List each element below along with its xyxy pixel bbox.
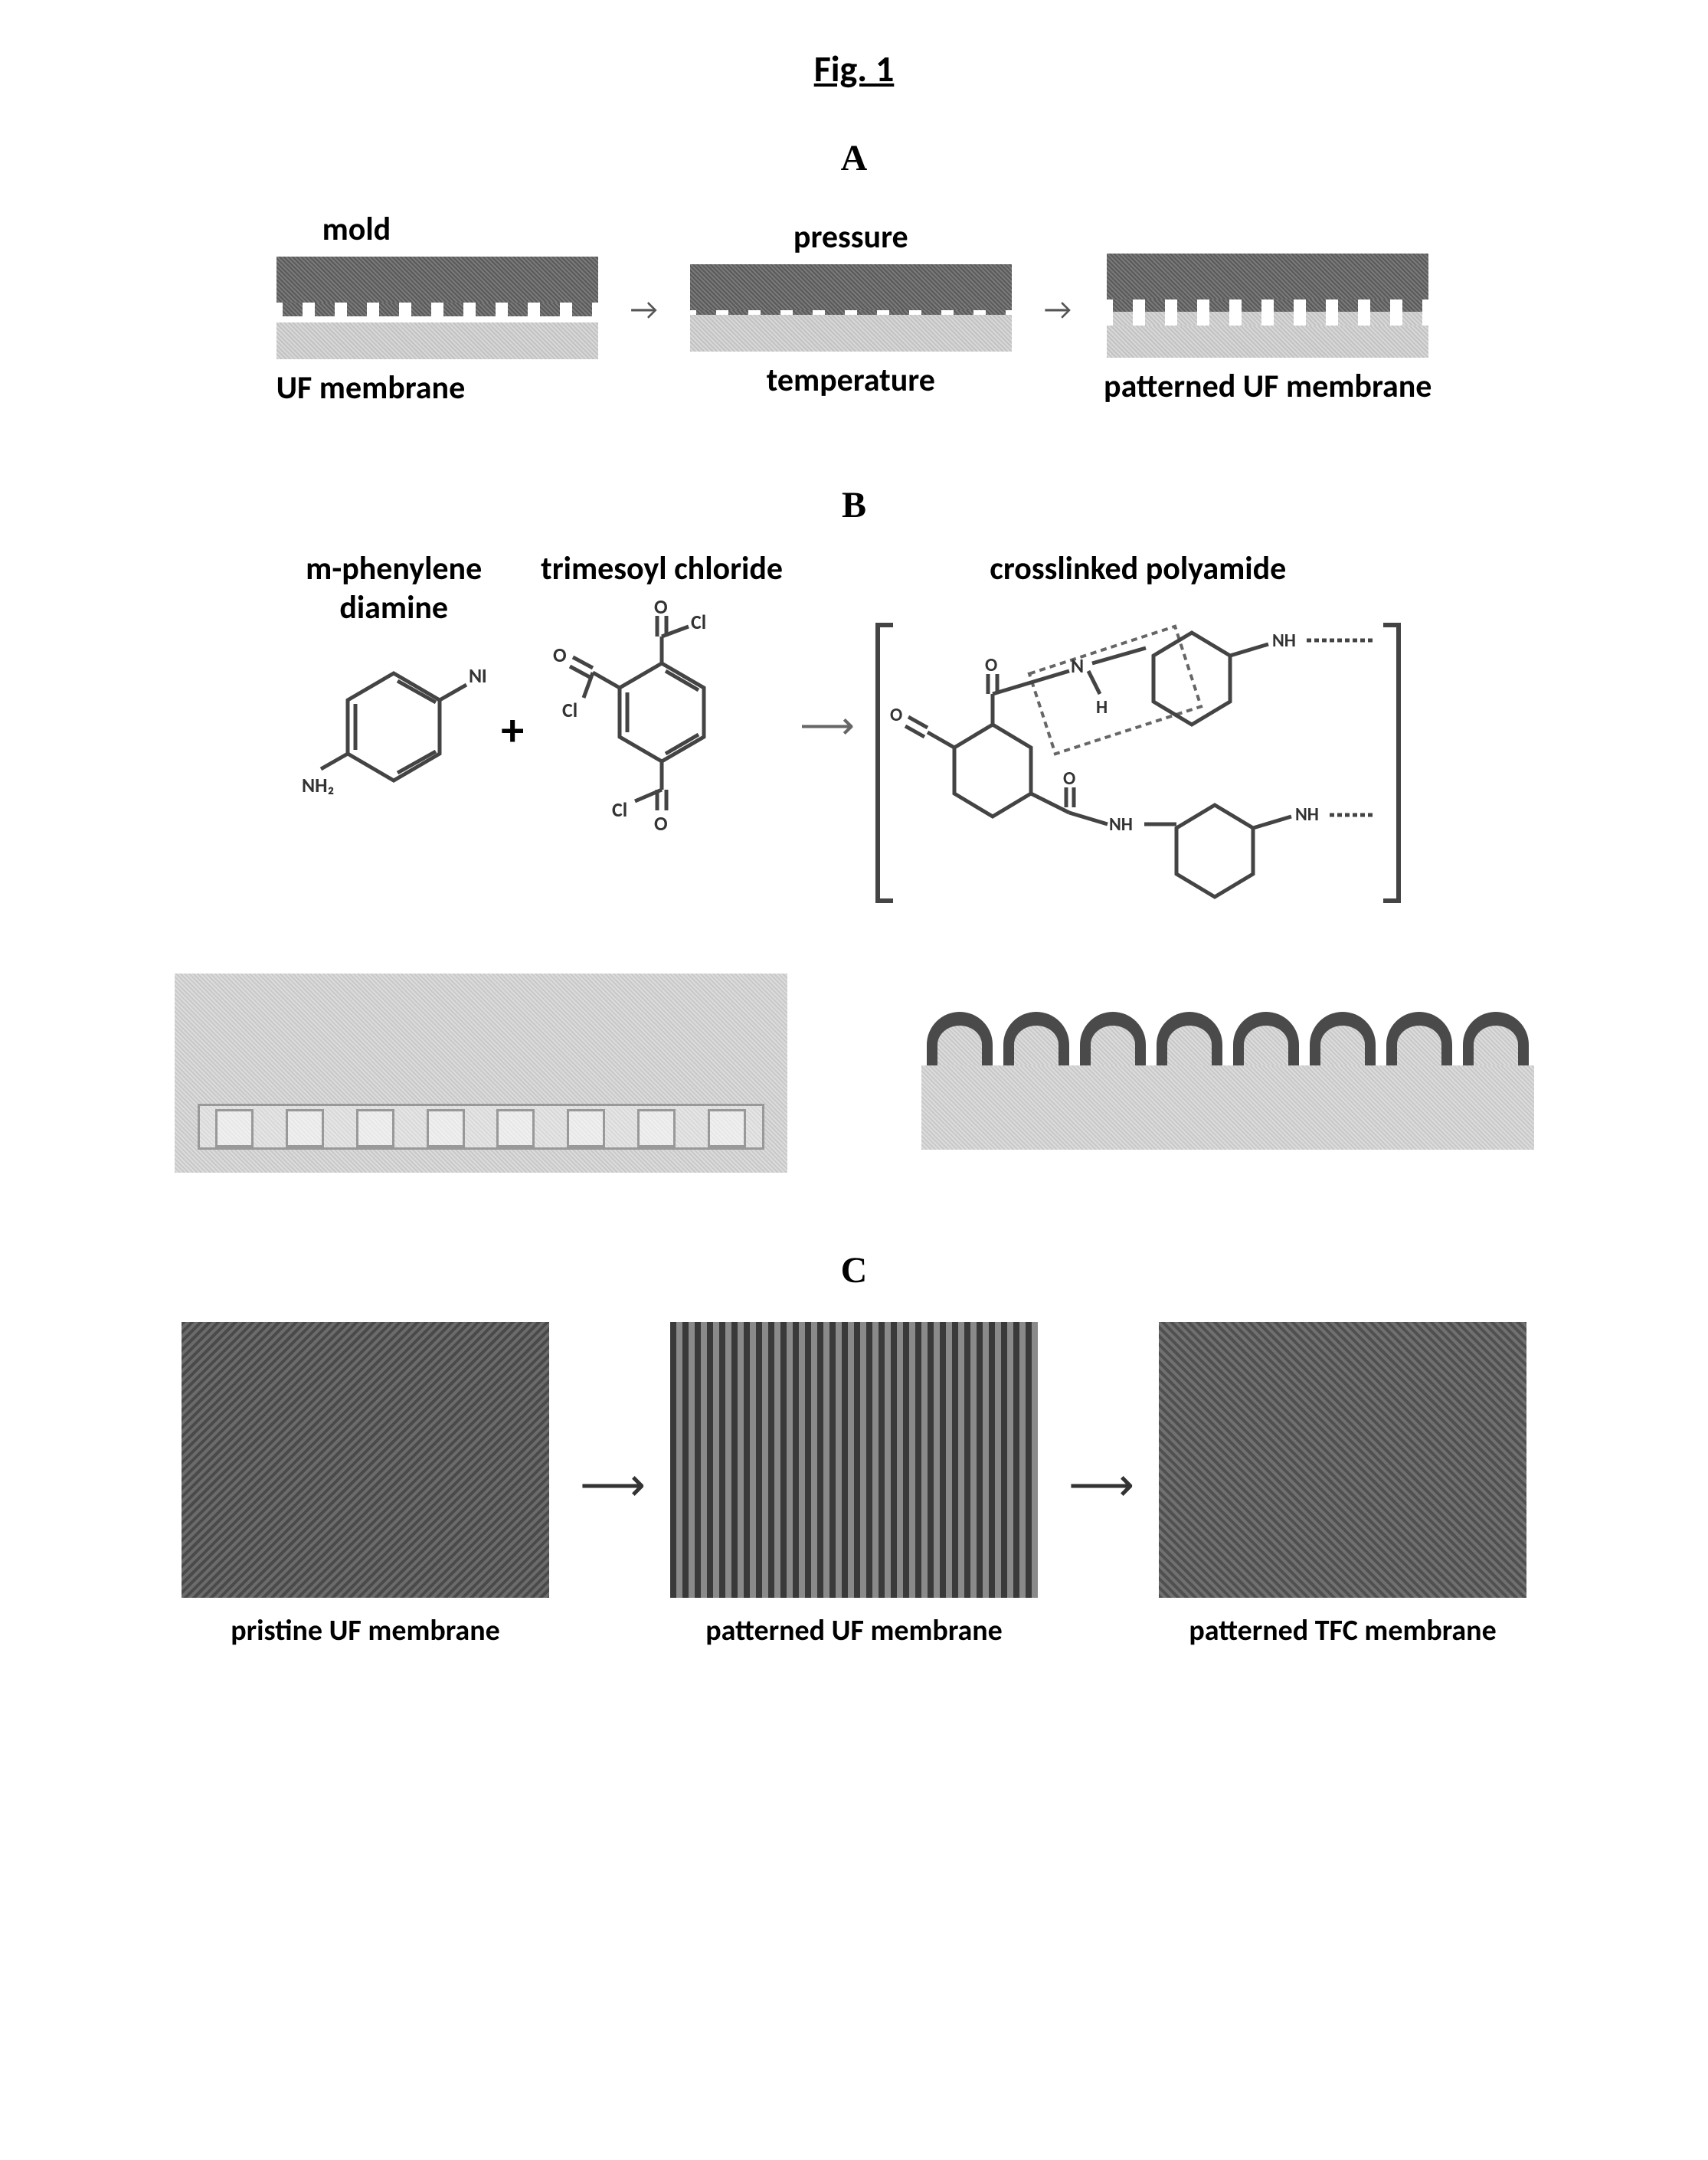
svg-text:O: O <box>654 811 668 836</box>
svg-text:H: H <box>1096 696 1108 718</box>
svg-text:Cl: Cl <box>691 610 706 634</box>
panel-a-stage3: patterned UF membrane <box>1104 211 1432 406</box>
svg-text:O: O <box>654 594 668 619</box>
tmc-label: trimesoyl chloride <box>539 549 784 588</box>
svg-text:NH: NH <box>1109 813 1133 836</box>
polyamide-structure-icon: O O N H NH <box>870 594 1406 916</box>
svg-text:NH: NH <box>1272 630 1296 652</box>
patterned-tfc-sample <box>1159 1322 1526 1598</box>
arrow-icon: ⟶ <box>580 1458 640 1514</box>
panel-b-membranes <box>61 974 1647 1173</box>
mpd-label-1: m-phenylene <box>302 549 486 588</box>
template-slots <box>198 1104 764 1150</box>
figure-title: Fig. 1 <box>61 46 1647 91</box>
svg-text:NH₂: NH₂ <box>302 773 334 797</box>
tmc-column: trimesoyl chloride O Cl O Cl <box>539 549 784 843</box>
uf-flat <box>276 322 598 359</box>
panel-a-label: A <box>61 137 1647 179</box>
uf-patterned-teeth <box>1107 312 1428 326</box>
uf-pressed <box>690 315 1012 352</box>
panel-a: A mold UF membrane → pressure <box>61 137 1647 407</box>
polyamide-label: crosslinked polyamide <box>870 549 1406 588</box>
patterned-uf-sample <box>670 1322 1038 1598</box>
arrow-icon: ⟶ <box>800 702 855 749</box>
panel-b-label: B <box>61 484 1647 526</box>
mpd-soaked-template <box>175 974 787 1173</box>
plus-icon: + <box>501 702 524 758</box>
coated-membrane <box>921 997 1534 1150</box>
patterned-tfc-column: patterned TFC membrane <box>1159 1322 1526 1648</box>
svg-text:NH: NH <box>1295 803 1319 826</box>
svg-text:O: O <box>985 654 997 676</box>
mpd-column: m-phenylene diamine NH₂ NH₂ <box>302 549 486 830</box>
patterned-uf-caption: patterned UF membrane <box>705 1613 1003 1648</box>
svg-text:O: O <box>890 704 902 726</box>
arrow-icon: ⟶ <box>1068 1458 1128 1514</box>
uf-membrane-label: UF membrane <box>276 368 466 407</box>
mold-label: mold <box>322 210 391 249</box>
patterned-uf-column: patterned UF membrane <box>670 1322 1038 1648</box>
pristine-column: pristine UF membrane <box>182 1322 549 1648</box>
svg-text:NH₂: NH₂ <box>469 663 486 688</box>
mpd-structure-icon: NH₂ NH₂ <box>302 627 486 826</box>
panel-a-stage1: mold UF membrane <box>276 210 598 407</box>
pristine-sample <box>182 1322 549 1598</box>
svg-text:Cl: Cl <box>562 698 578 722</box>
panel-a-content: mold UF membrane → pressure <box>61 210 1647 407</box>
patterned-tfc-caption: patterned TFC membrane <box>1189 1613 1496 1648</box>
mold-block <box>276 257 598 303</box>
uf-patterned <box>1107 326 1428 358</box>
mpd-label-2: diamine <box>302 588 486 627</box>
pressure-label: pressure <box>793 218 908 257</box>
svg-text:N: N <box>1071 653 1084 678</box>
mold-teeth <box>276 303 598 316</box>
temperature-label: temperature <box>767 361 935 400</box>
patterned-uf-label: patterned UF membrane <box>1104 367 1432 406</box>
coated-base <box>921 1065 1534 1150</box>
panel-a-stage2: pressure temperature <box>690 218 1012 400</box>
arrow-icon: → <box>1035 290 1081 328</box>
panel-c: C pristine UF membrane ⟶ patterned UF me… <box>61 1249 1647 1648</box>
panel-c-label: C <box>61 1249 1647 1291</box>
svg-text:Cl: Cl <box>612 797 627 822</box>
polyamide-column: crosslinked polyamide O O <box>870 549 1406 920</box>
pristine-caption: pristine UF membrane <box>231 1613 499 1648</box>
svg-text:O: O <box>553 643 567 667</box>
tmc-structure-icon: O Cl O Cl O Cl <box>539 594 784 839</box>
svg-text:O: O <box>1063 767 1075 790</box>
arrow-icon: → <box>621 290 667 328</box>
mold-block-lifted <box>1107 254 1428 299</box>
panel-b-chemistry: m-phenylene diamine NH₂ NH₂ + trimesoyl … <box>61 549 1647 920</box>
panel-c-content: pristine UF membrane ⟶ patterned UF memb… <box>61 1322 1647 1648</box>
mold-block-pressed <box>690 264 1012 310</box>
panel-b: B m-phenylene diamine NH₂ NH₂ + trimesoy… <box>61 484 1647 1173</box>
